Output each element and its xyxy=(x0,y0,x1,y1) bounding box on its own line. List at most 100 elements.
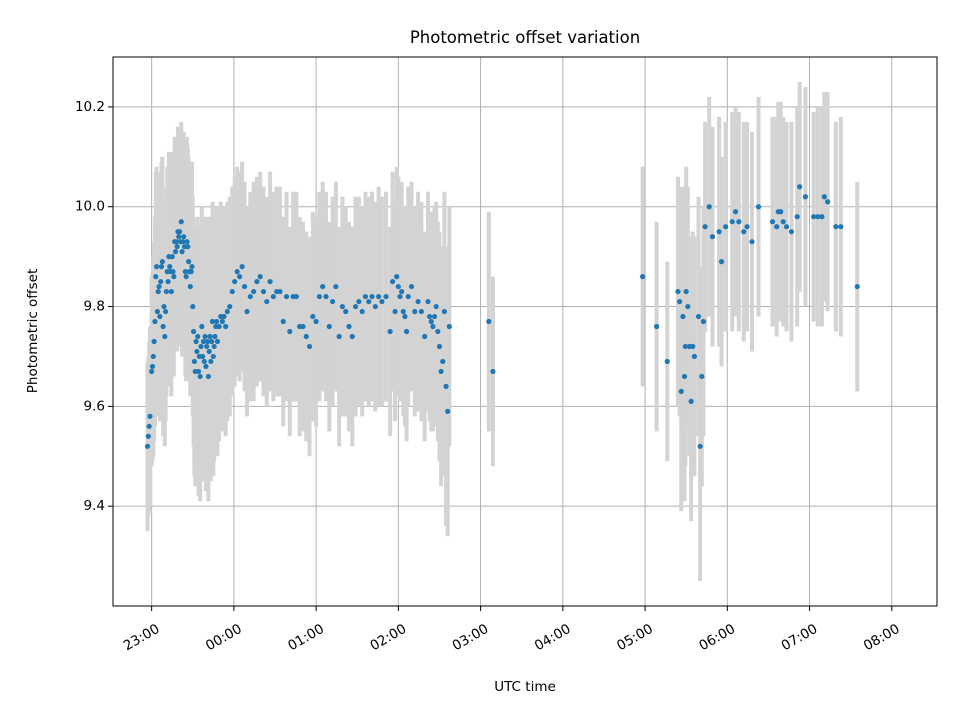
data-point xyxy=(329,298,336,305)
data-point xyxy=(254,278,260,285)
chart-title: Photometric offset variation xyxy=(410,28,640,47)
data-point xyxy=(436,343,443,350)
x-tick-label: 04:00 xyxy=(532,621,574,654)
data-point xyxy=(359,308,365,315)
data-point xyxy=(195,368,202,375)
data-point xyxy=(313,318,319,325)
data-point xyxy=(718,259,725,265)
data-point xyxy=(237,274,243,280)
data-point xyxy=(690,343,696,350)
data-point xyxy=(227,303,233,310)
data-point xyxy=(425,298,431,305)
x-tick-label: 01:00 xyxy=(285,621,327,654)
data-point xyxy=(280,318,286,325)
data-point xyxy=(677,298,683,305)
data-point xyxy=(145,433,151,439)
data-point xyxy=(815,214,821,220)
data-point xyxy=(446,323,452,330)
data-point xyxy=(681,373,688,380)
data-point xyxy=(433,303,439,310)
data-point xyxy=(204,343,210,350)
data-point xyxy=(232,278,238,285)
data-point xyxy=(158,278,164,285)
data-point xyxy=(260,288,267,295)
data-point xyxy=(405,293,411,300)
data-point xyxy=(700,318,707,325)
data-point xyxy=(144,443,151,449)
data-point xyxy=(209,338,215,345)
data-point xyxy=(167,264,173,270)
y-tick-label: 9.6 xyxy=(84,398,105,414)
data-point xyxy=(490,368,496,375)
data-point xyxy=(206,348,212,355)
data-point xyxy=(780,219,786,225)
y-tick-label: 10.0 xyxy=(75,199,105,215)
data-point xyxy=(418,308,424,315)
data-point xyxy=(300,323,306,330)
data-point xyxy=(219,318,225,325)
data-point xyxy=(794,214,800,220)
data-point xyxy=(336,333,342,340)
data-point xyxy=(723,224,729,230)
data-point xyxy=(438,368,444,375)
data-point xyxy=(209,318,216,325)
point-layer xyxy=(144,184,860,449)
data-point xyxy=(744,224,750,230)
x-tick-label: 06:00 xyxy=(696,621,738,654)
data-point xyxy=(709,234,716,240)
data-point xyxy=(211,343,217,350)
x-tick-label: 23:00 xyxy=(121,621,163,654)
x-tick-label: 05:00 xyxy=(614,621,656,654)
data-point xyxy=(819,214,825,220)
data-point xyxy=(283,293,290,300)
data-point xyxy=(699,373,705,380)
data-point xyxy=(431,313,438,320)
data-point xyxy=(825,199,831,205)
data-point xyxy=(376,293,382,300)
plot-frame xyxy=(112,56,938,607)
data-point xyxy=(838,224,844,230)
data-point xyxy=(190,328,197,335)
data-point xyxy=(146,423,152,429)
data-point xyxy=(372,303,378,310)
data-point xyxy=(680,313,686,320)
x-tick-label: 08:00 xyxy=(861,621,903,654)
data-point xyxy=(310,313,316,320)
data-point xyxy=(774,224,780,230)
data-point xyxy=(161,303,167,310)
data-point xyxy=(343,308,349,315)
data-point xyxy=(428,318,434,325)
data-point xyxy=(158,264,165,270)
data-point xyxy=(749,239,755,245)
data-point xyxy=(150,353,156,360)
data-point xyxy=(639,274,646,280)
y-tick-label: 10.2 xyxy=(75,99,105,115)
data-point xyxy=(195,333,201,340)
data-point xyxy=(224,308,230,315)
data-point xyxy=(346,323,352,330)
data-point xyxy=(675,288,681,295)
data-point xyxy=(165,278,171,285)
y-tick-label: 9.4 xyxy=(84,498,105,514)
data-point xyxy=(716,229,722,235)
data-point xyxy=(440,358,446,365)
data-point xyxy=(186,259,192,265)
data-point xyxy=(369,293,375,300)
data-point xyxy=(200,338,207,345)
data-point xyxy=(214,338,221,345)
data-point xyxy=(352,303,359,310)
data-point xyxy=(162,333,168,340)
data-point xyxy=(400,308,406,315)
data-point xyxy=(201,358,207,365)
data-point xyxy=(147,413,153,419)
data-point xyxy=(257,274,263,280)
data-point xyxy=(339,303,346,310)
data-point xyxy=(653,323,660,330)
data-point xyxy=(362,293,369,300)
data-point xyxy=(287,328,293,335)
data-point xyxy=(177,229,183,235)
data-point xyxy=(387,328,393,335)
data-point xyxy=(160,323,166,330)
data-point xyxy=(173,239,179,245)
data-point xyxy=(214,318,220,325)
